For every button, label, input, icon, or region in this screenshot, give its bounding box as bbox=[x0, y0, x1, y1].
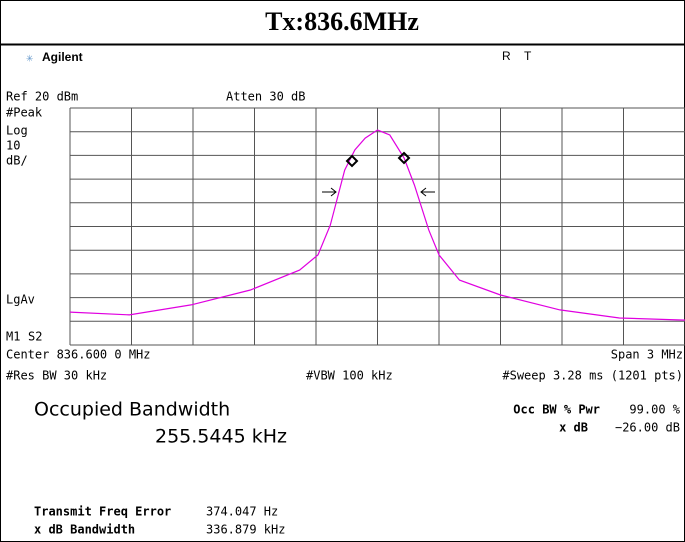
plot bbox=[69, 107, 685, 346]
left-label: #Peak bbox=[6, 106, 43, 120]
left-label: 10 bbox=[6, 139, 20, 153]
bw-marker bbox=[345, 154, 359, 168]
status: T bbox=[524, 49, 532, 63]
span: Span 3 MHz bbox=[611, 348, 683, 362]
left-label: dB/ bbox=[6, 154, 28, 168]
result-label: Transmit Freq Error bbox=[34, 505, 171, 519]
setting-label: x dB bbox=[559, 421, 588, 435]
brand: Agilent bbox=[42, 50, 83, 64]
attenuation: Atten 30 dB bbox=[226, 90, 305, 104]
measurement-name: Occupied Bandwidth bbox=[34, 399, 230, 421]
setting-value: 99.00 % bbox=[629, 403, 680, 417]
ref-level: Ref 20 dBm bbox=[6, 90, 78, 104]
vbw: #VBW 100 kHz bbox=[306, 369, 393, 383]
result-label: x dB Bandwidth bbox=[34, 523, 135, 537]
measurement-value: 255.5445 kHz bbox=[155, 426, 287, 448]
marker-label: M1 bbox=[6, 330, 20, 344]
result-value: 336.879 kHz bbox=[206, 523, 285, 537]
center: Center 836.600 0 MHz bbox=[6, 348, 151, 362]
trace bbox=[69, 129, 685, 321]
arrow bbox=[420, 187, 435, 197]
marker-label: S2 bbox=[28, 330, 42, 344]
bw-marker bbox=[397, 151, 411, 165]
logo-icon: ✳ bbox=[26, 51, 33, 65]
setting-label: Occ BW % Pwr bbox=[513, 403, 600, 417]
status: R bbox=[502, 49, 511, 63]
title: Tx:836.6MHz bbox=[265, 7, 419, 36]
result-value: 374.047 Hz bbox=[206, 505, 278, 519]
sweep: #Sweep 3.28 ms (1201 pts) bbox=[502, 369, 683, 383]
arrow bbox=[322, 187, 337, 197]
left-label: Log bbox=[6, 124, 28, 138]
setting-value: −26.00 dB bbox=[615, 421, 680, 435]
res-bw: #Res BW 30 kHz bbox=[6, 369, 107, 383]
lgav: LgAv bbox=[6, 293, 35, 307]
